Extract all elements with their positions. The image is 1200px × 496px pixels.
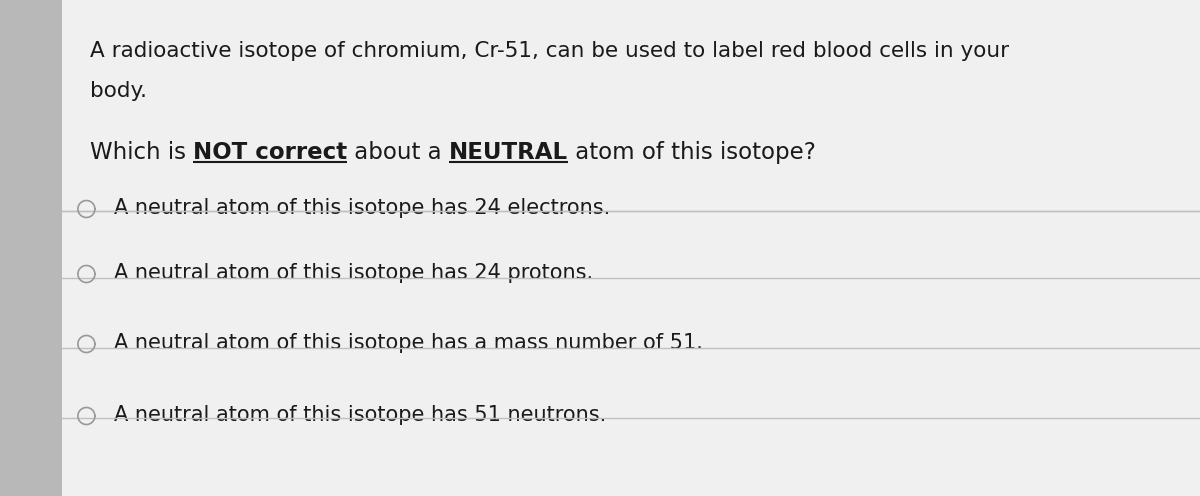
Text: A neutral atom of this isotope has 51 neutrons.: A neutral atom of this isotope has 51 ne… — [114, 405, 606, 425]
Text: NEUTRAL: NEUTRAL — [449, 141, 569, 164]
Bar — [0, 0, 62, 496]
Text: A radioactive isotope of chromium, Cr-51, can be used to label red blood cells i: A radioactive isotope of chromium, Cr-51… — [90, 41, 1009, 61]
Text: NOT correct: NOT correct — [193, 141, 347, 164]
Text: Which is: Which is — [90, 141, 193, 164]
Text: atom of this isotope?: atom of this isotope? — [569, 141, 816, 164]
Text: A neutral atom of this isotope has a mass number of 51.: A neutral atom of this isotope has a mas… — [114, 333, 703, 353]
Text: A neutral atom of this isotope has 24 protons.: A neutral atom of this isotope has 24 pr… — [114, 263, 593, 283]
Text: about a: about a — [347, 141, 449, 164]
Text: A neutral atom of this isotope has 24 electrons.: A neutral atom of this isotope has 24 el… — [114, 198, 611, 218]
Text: body.: body. — [90, 81, 148, 101]
